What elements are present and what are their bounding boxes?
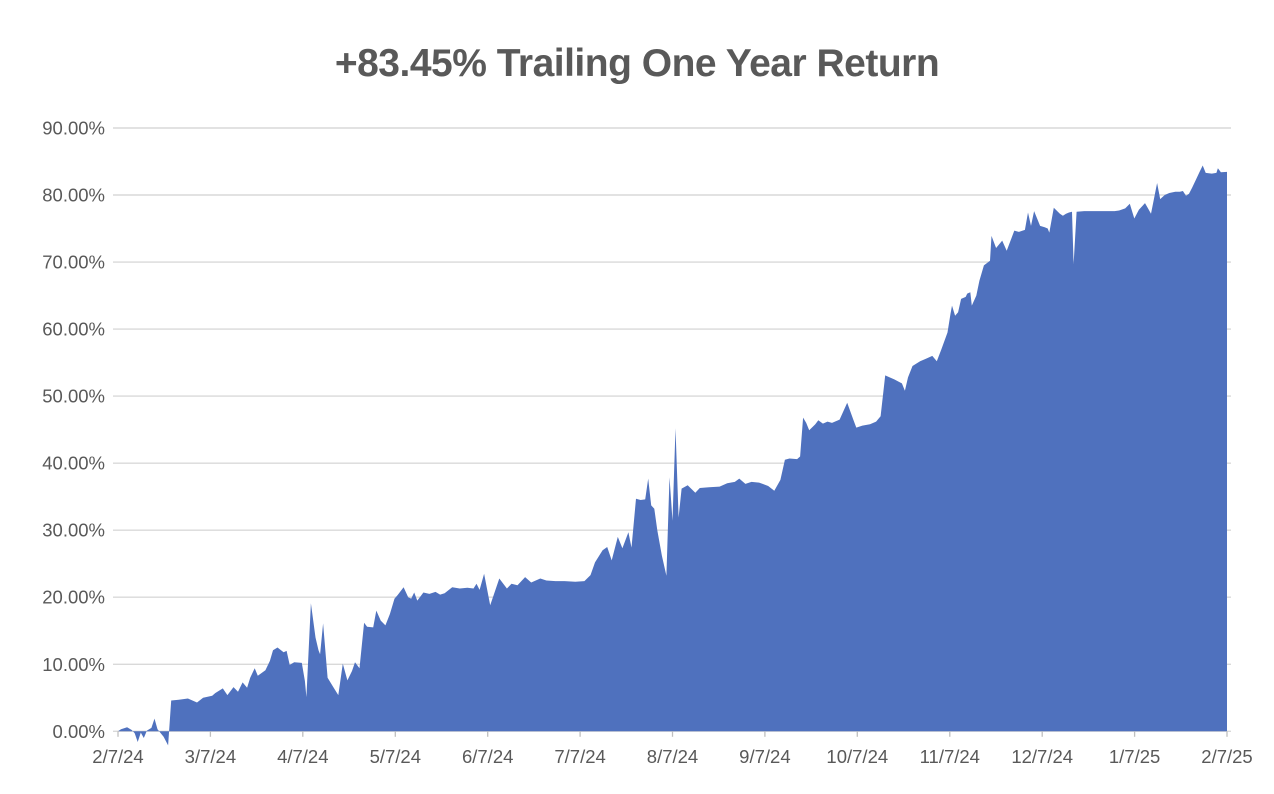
y-tick-label: 30.00% (42, 520, 105, 541)
y-tick-label: 60.00% (42, 319, 105, 340)
x-tick-label: 2/7/24 (92, 746, 143, 767)
return-area-series (118, 165, 1227, 746)
x-tick-label: 5/7/24 (370, 746, 421, 767)
x-tick-label: 3/7/24 (185, 746, 236, 767)
x-tick-label: 6/7/24 (462, 746, 513, 767)
y-tick-label: 40.00% (42, 453, 105, 474)
y-tick-label: 50.00% (42, 386, 105, 407)
y-tick-label: 10.00% (42, 654, 105, 675)
trailing-return-area (118, 165, 1227, 746)
x-tick-label: 10/7/24 (826, 746, 888, 767)
y-tick-label: 90.00% (42, 118, 105, 139)
y-tick-label: 0.00% (53, 721, 105, 742)
x-axis-labels: 2/7/24 3/7/24 4/7/24 5/7/24 6/7/24 7/7/24 8/7/… (92, 746, 1252, 767)
y-tick-label: 20.00% (42, 587, 105, 608)
y-axis-labels: 0.00% 10.00% 20.00% 30.00% 40.00% 50.00% 60.00… (42, 118, 105, 742)
x-tick-label: 1/7/25 (1109, 746, 1160, 767)
x-axis-tick-marks (117, 731, 1228, 737)
x-tick-label: 4/7/24 (277, 746, 328, 767)
x-tick-label: 2/7/25 (1201, 746, 1252, 767)
x-tick-label: 8/7/24 (647, 746, 698, 767)
x-tick-label: 9/7/24 (739, 746, 790, 767)
x-tick-label: 7/7/24 (554, 746, 605, 767)
x-tick-label: 12/7/24 (1011, 746, 1073, 767)
y-tick-label: 80.00% (42, 185, 105, 206)
y-tick-label: 70.00% (42, 252, 105, 273)
chart-title: +83.45% Trailing One Year Return (334, 42, 940, 85)
x-tick-label: 11/7/24 (920, 746, 980, 767)
